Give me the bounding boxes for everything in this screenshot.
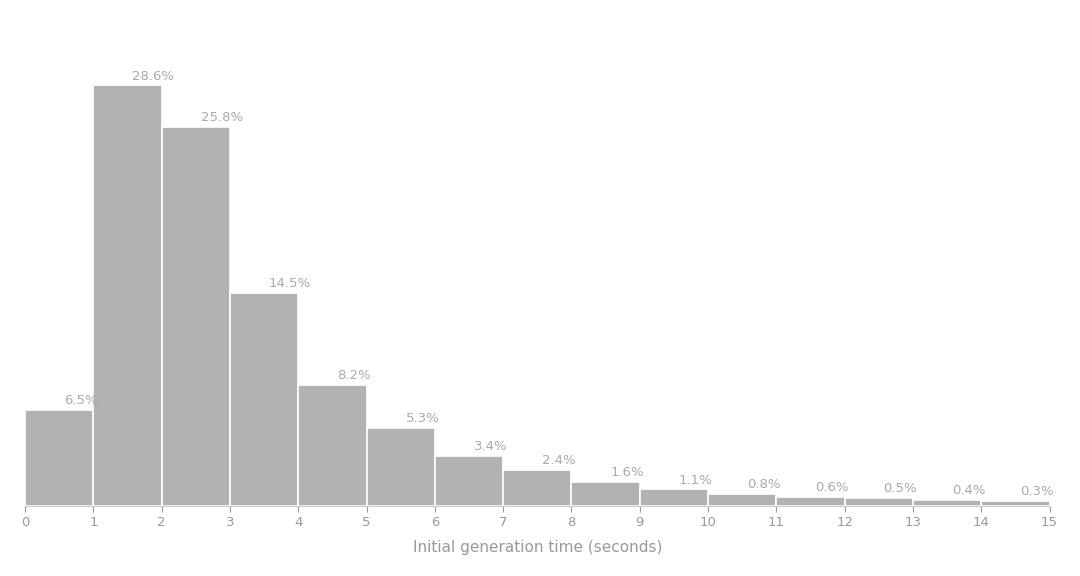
X-axis label: Initial generation time (seconds): Initial generation time (seconds) <box>413 540 662 555</box>
Bar <box>25 410 93 506</box>
Bar <box>845 498 913 506</box>
Text: 1.6%: 1.6% <box>610 466 644 479</box>
Bar <box>913 500 982 506</box>
Text: 6.5%: 6.5% <box>64 394 97 407</box>
Bar <box>162 127 230 506</box>
Text: 28.6%: 28.6% <box>132 70 174 82</box>
Text: 14.5%: 14.5% <box>269 276 311 290</box>
Text: 3.4%: 3.4% <box>474 439 508 453</box>
Text: 25.8%: 25.8% <box>201 111 243 124</box>
Bar <box>230 293 298 506</box>
Text: 2.4%: 2.4% <box>542 454 576 468</box>
Text: 5.3%: 5.3% <box>405 412 440 425</box>
Bar <box>298 385 366 506</box>
Text: 0.5%: 0.5% <box>883 482 917 495</box>
Bar <box>982 501 1050 506</box>
Bar <box>777 497 845 506</box>
Text: 0.3%: 0.3% <box>1021 486 1054 498</box>
Text: 0.4%: 0.4% <box>951 484 985 497</box>
Bar <box>366 428 435 506</box>
Text: 1.1%: 1.1% <box>678 473 713 487</box>
Bar <box>571 482 639 506</box>
Bar <box>435 456 503 506</box>
Text: 8.2%: 8.2% <box>337 369 370 382</box>
Text: 0.8%: 0.8% <box>747 478 781 491</box>
Bar <box>503 471 571 506</box>
Bar <box>93 85 162 506</box>
Text: 0.6%: 0.6% <box>815 481 849 494</box>
Bar <box>639 490 708 506</box>
Bar <box>708 494 777 506</box>
